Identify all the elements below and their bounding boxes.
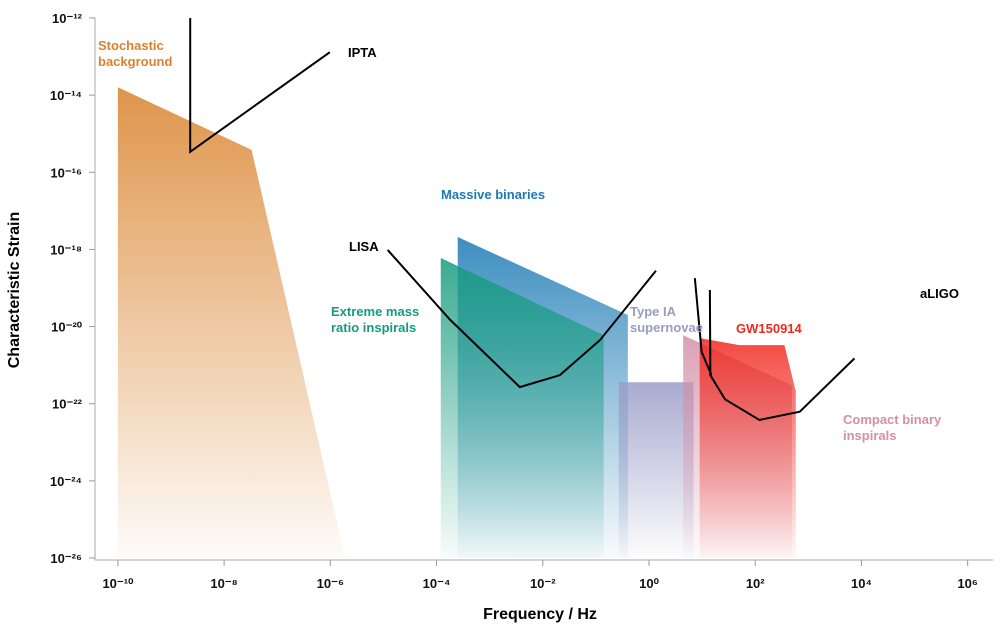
area-region — [117, 87, 346, 559]
sensitivity-curve — [189, 18, 331, 154]
y-tick-label: 10⁻¹⁸ — [50, 242, 82, 257]
sensitivity-curve — [693, 278, 856, 421]
x-tick-label: 10² — [746, 576, 765, 591]
x-tick-label: 10⁴ — [851, 576, 872, 591]
series-label: Massive binaries — [441, 187, 546, 202]
x-tick-label: 10⁻⁸ — [210, 576, 237, 591]
area-region — [618, 382, 694, 558]
series-label: Stochastic background — [98, 38, 173, 69]
series-label: IPTA — [348, 45, 377, 60]
x-tick-label: 10⁶ — [957, 576, 977, 591]
y-tick-label: 10⁻²² — [52, 397, 83, 412]
x-tick-label: 10⁰ — [639, 576, 659, 591]
y-tick-label: 10⁻¹² — [52, 11, 83, 26]
y-tick-label: 10⁻²⁴ — [50, 474, 82, 489]
area-region — [440, 257, 604, 558]
x-tick-label: 10⁻⁴ — [423, 576, 451, 591]
x-tick-label: 10⁻⁶ — [317, 576, 344, 591]
y-axis-title: Characteristic Strain — [6, 212, 23, 369]
x-tick-label: 10⁻¹⁰ — [102, 576, 134, 591]
y-tick-label: 10⁻²⁰ — [51, 320, 83, 335]
series-label: GW150914 — [736, 321, 802, 336]
x-tick-label: 10⁻² — [530, 576, 556, 591]
series-label: Type IA supernovae — [630, 304, 703, 335]
sensitivity-curve — [386, 249, 657, 389]
x-axis-title: Frequency / Hz — [483, 606, 597, 623]
area-region — [699, 338, 796, 558]
y-tick-label: 10⁻²⁶ — [50, 551, 82, 566]
series-label: Compact binary inspirals — [843, 412, 942, 443]
series-label: Extreme mass ratio inspirals — [331, 304, 420, 335]
y-tick-label: 10⁻¹⁶ — [50, 165, 82, 180]
series-label: LISA — [349, 239, 379, 254]
y-tick-label: 10⁻¹⁴ — [50, 88, 82, 103]
series-label: aLIGO — [920, 286, 960, 301]
